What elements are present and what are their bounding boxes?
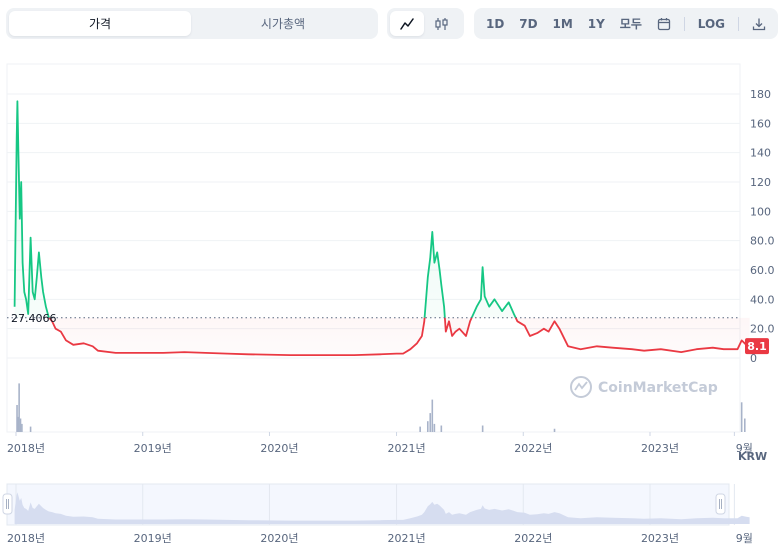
timeframe-toolbar: 1D 7D 1M 1Y 모두 LOG	[474, 8, 778, 39]
download-button[interactable]	[746, 11, 772, 36]
volume-bar	[29, 426, 32, 432]
price-chart[interactable]: 0 20.0 40.0 60.0 80.0 100 120 140 160 180 CoinMar…	[0, 60, 781, 540]
volume-bar	[21, 423, 23, 432]
x-tick-label: 2023년	[641, 442, 679, 455]
price-area-above	[14, 101, 750, 318]
date-range-button[interactable]	[651, 11, 677, 36]
navigator-right-handle[interactable]	[715, 493, 726, 515]
navigator-x-tick-label: 2023년	[641, 532, 679, 545]
range-navigator[interactable]: 2018년 2019년 2020년 2021년 2022년 2023년 9월	[0, 480, 781, 554]
y-axis: 0 20.0 40.0 60.0 80.0 100 120 140 160 180	[750, 88, 775, 365]
y-tick-label: 160	[750, 117, 771, 130]
timeframe-1d-button[interactable]: 1D	[486, 16, 505, 31]
line-chart-icon	[400, 17, 414, 30]
volume-bar	[426, 421, 429, 432]
y-tick-label: 100	[750, 205, 771, 218]
x-tick-label: 2019년	[134, 442, 172, 455]
price-marketcap-toggle: 가격 시가총액	[6, 8, 378, 39]
timeframe-1m-button[interactable]: 1M	[552, 16, 573, 31]
tab-price[interactable]: 가격	[9, 11, 191, 36]
reference-value-label: 27.4066	[11, 312, 57, 325]
toolbar-divider	[737, 16, 739, 31]
reference-line: 27.4066 8.1	[7, 312, 769, 355]
coinmarketcap-watermark: CoinMarketCap	[570, 376, 718, 398]
navigator-x-tick-label: 2021년	[387, 532, 425, 545]
volume-bar	[431, 399, 434, 432]
y-tick-label: 40.0	[750, 293, 775, 306]
volume-bar	[440, 425, 443, 432]
chart-gridlines	[6, 63, 741, 433]
y-tick-label: 60.0	[750, 264, 775, 277]
timeframe-all-button[interactable]: 모두	[619, 17, 642, 31]
y-tick-label: 120	[750, 176, 771, 189]
volume-bar	[743, 418, 746, 432]
navigator-x-axis: 2018년 2019년 2020년 2021년 2022년 2023년 9월	[7, 532, 753, 545]
download-icon	[752, 18, 766, 30]
chart-type-toggle	[387, 8, 464, 39]
plot-frame	[6, 63, 741, 433]
x-tick-label: 2022년	[514, 442, 552, 455]
volume-bar	[419, 426, 421, 432]
watermark-text: CoinMarketCap	[598, 380, 718, 396]
y-tick-label: 180	[750, 88, 771, 101]
y-tick-label: 140	[750, 147, 771, 160]
x-tick-label: 9월	[736, 442, 753, 455]
volume-bar	[740, 402, 743, 432]
navigator-area	[14, 492, 750, 524]
x-tick-label: 2021년	[387, 442, 425, 455]
price-series	[13, 100, 750, 356]
line-chart-button[interactable]	[390, 11, 424, 36]
navigator-x-tick-label: 2019년	[134, 532, 172, 545]
navigator-x-tick-label: 2022년	[514, 532, 552, 545]
volume-bar	[553, 428, 556, 432]
candlestick-icon	[435, 17, 448, 30]
timeframe-1y-button[interactable]: 1Y	[587, 16, 605, 31]
toolbar-divider	[683, 16, 685, 31]
volume-bar	[19, 418, 22, 432]
y-tick-label: 20.0	[750, 323, 775, 336]
navigator-left-handle[interactable]	[2, 493, 13, 515]
calendar-icon	[657, 17, 670, 30]
y-tick-label: 80.0	[750, 235, 775, 248]
navigator-x-tick-label: 9월	[736, 532, 753, 545]
currency-label: KRW	[738, 450, 767, 463]
navigator-x-tick-label: 2020년	[260, 532, 298, 545]
navigator-x-tick-label: 2018년	[7, 532, 45, 545]
volume-bar	[433, 423, 436, 432]
current-price-badge	[745, 338, 769, 355]
volume-bar	[18, 383, 20, 432]
current-price-label: 8.1	[747, 340, 767, 353]
price-line-below	[48, 317, 750, 356]
timeframe-7d-button[interactable]: 7D	[519, 16, 538, 31]
volume-bar	[429, 413, 432, 432]
x-tick-label: 2018년	[7, 442, 45, 455]
volume-bars	[16, 383, 746, 432]
tab-market-cap[interactable]: 시가총액	[260, 17, 306, 31]
price-line-above	[13, 100, 517, 318]
volume-bar	[16, 416, 19, 432]
log-scale-button[interactable]: LOG	[697, 16, 726, 31]
volume-bar	[481, 425, 484, 432]
y-tick-label: 0	[750, 352, 757, 365]
x-tick-label: 2020년	[260, 442, 298, 455]
candlestick-chart-button[interactable]	[424, 11, 460, 36]
price-area-below	[49, 317, 750, 356]
